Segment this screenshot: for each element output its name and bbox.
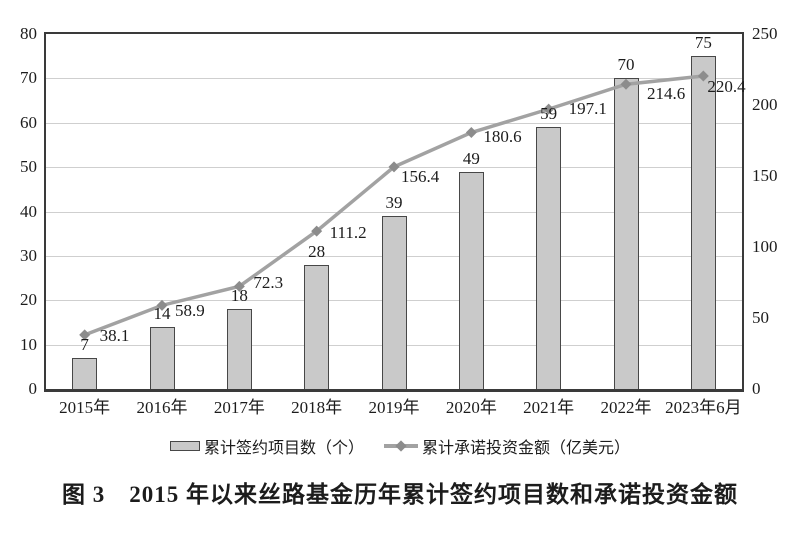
bar-value-label: 59 bbox=[540, 104, 558, 124]
x-axis-tick: 2017年 bbox=[213, 398, 265, 417]
y-axis-tick-right: 100 bbox=[752, 237, 778, 256]
x-axis-tick: 2021年 bbox=[523, 398, 575, 417]
y-axis-tick-left: 10 bbox=[20, 334, 37, 354]
y-axis-tick-right: 200 bbox=[752, 95, 778, 114]
y-axis-tick-left: 0 bbox=[28, 379, 38, 398]
bar-2015年 bbox=[72, 357, 98, 389]
bar-value-label: 75 bbox=[694, 33, 712, 53]
line-series-swatch-icon bbox=[384, 440, 418, 452]
bar-2016年 bbox=[149, 326, 175, 389]
x-axis-tick: 2023年6月 bbox=[665, 398, 742, 417]
legend-label-investment: 累计承诺投资金额（亿美元） bbox=[422, 440, 631, 457]
diamond-marker-icon bbox=[697, 70, 709, 82]
bar-value-label: 7 bbox=[80, 334, 89, 354]
bar-value-label: 28 bbox=[308, 241, 326, 261]
grid-line bbox=[46, 211, 742, 213]
bar-2019年 bbox=[381, 215, 407, 389]
bar-2021年 bbox=[536, 127, 562, 389]
line-value-label: 38.1 bbox=[99, 325, 130, 345]
plot-area: 7 14 18 28 39 49 59 70 75 38.1 58.9 72.3 111.2 156.4 1… bbox=[44, 32, 746, 392]
bar-2020年 bbox=[458, 171, 484, 389]
line-value-label: 156.4 bbox=[401, 166, 440, 186]
y-axis-tick-left: 80 bbox=[20, 24, 37, 43]
diamond-marker-icon bbox=[388, 161, 400, 173]
bar-value-label: 70 bbox=[617, 55, 635, 75]
x-axis-tick: 2020年 bbox=[445, 398, 497, 417]
bar-value-label: 39 bbox=[385, 192, 403, 212]
diamond-marker-icon bbox=[395, 440, 407, 452]
line-value-label: 58.9 bbox=[175, 301, 205, 321]
line-value-label: 111.2 bbox=[329, 223, 367, 243]
line-value-label: 220.4 bbox=[707, 77, 746, 97]
y-axis-tick-left: 70 bbox=[20, 68, 37, 88]
diamond-marker-icon bbox=[620, 78, 632, 90]
x-axis-tick: 2015年 bbox=[59, 398, 111, 417]
figure-caption: 图 3 2015 年以来丝路基金历年累计签约项目数和承诺投资金额 bbox=[62, 482, 738, 507]
diamond-marker-icon bbox=[543, 103, 555, 115]
diamond-marker-icon bbox=[79, 329, 91, 341]
bar-2017年 bbox=[226, 309, 252, 389]
y-axis-tick-right: 50 bbox=[752, 308, 769, 327]
line-value-label: 197.1 bbox=[568, 99, 607, 119]
diamond-marker-icon bbox=[233, 280, 245, 292]
bar-2022年 bbox=[613, 78, 639, 389]
y-axis-tick-left: 20 bbox=[20, 290, 37, 310]
y-axis-tick-left: 50 bbox=[20, 157, 37, 177]
line-value-label: 214.6 bbox=[647, 84, 686, 104]
diamond-marker-icon bbox=[156, 299, 168, 311]
bar-value-label: 14 bbox=[153, 303, 171, 323]
grid-line bbox=[46, 122, 742, 124]
x-axis-tick: 2022年 bbox=[600, 398, 652, 417]
legend-item-investment: 累计承诺投资金额（亿美元） bbox=[384, 434, 630, 458]
y-axis-tick-right: 0 bbox=[752, 379, 761, 398]
y-axis-tick-left: 30 bbox=[20, 245, 37, 265]
bar-value-label: 18 bbox=[230, 286, 248, 306]
grid-line bbox=[46, 78, 742, 80]
x-axis-tick: 2019年 bbox=[368, 398, 420, 417]
bar-series-swatch-icon bbox=[169, 441, 200, 451]
line-value-label: 72.3 bbox=[253, 273, 284, 293]
line-value-label: 180.6 bbox=[483, 126, 522, 146]
line-series bbox=[79, 70, 709, 341]
diamond-marker-icon bbox=[465, 127, 477, 139]
y-axis-tick-right: 150 bbox=[752, 166, 778, 185]
diamond-marker-icon bbox=[311, 225, 323, 237]
x-axis-tick: 2016年 bbox=[136, 398, 188, 417]
y-axis-tick-left: 60 bbox=[20, 112, 37, 132]
bar-value-label: 49 bbox=[462, 148, 480, 168]
bar-2023年6月 bbox=[690, 56, 716, 389]
x-axis-tick: 2018年 bbox=[291, 398, 343, 417]
chart-legend: 累计签约项目数（个） 累计承诺投资金额（亿美元） bbox=[0, 434, 800, 458]
legend-label-projects: 累计签约项目数（个） bbox=[203, 440, 364, 457]
legend-item-projects: 累计签约项目数（个） bbox=[169, 434, 364, 458]
y-axis-tick-right: 250 bbox=[752, 24, 778, 43]
bar-2018年 bbox=[304, 264, 330, 389]
y-axis-tick-left: 40 bbox=[20, 201, 37, 221]
